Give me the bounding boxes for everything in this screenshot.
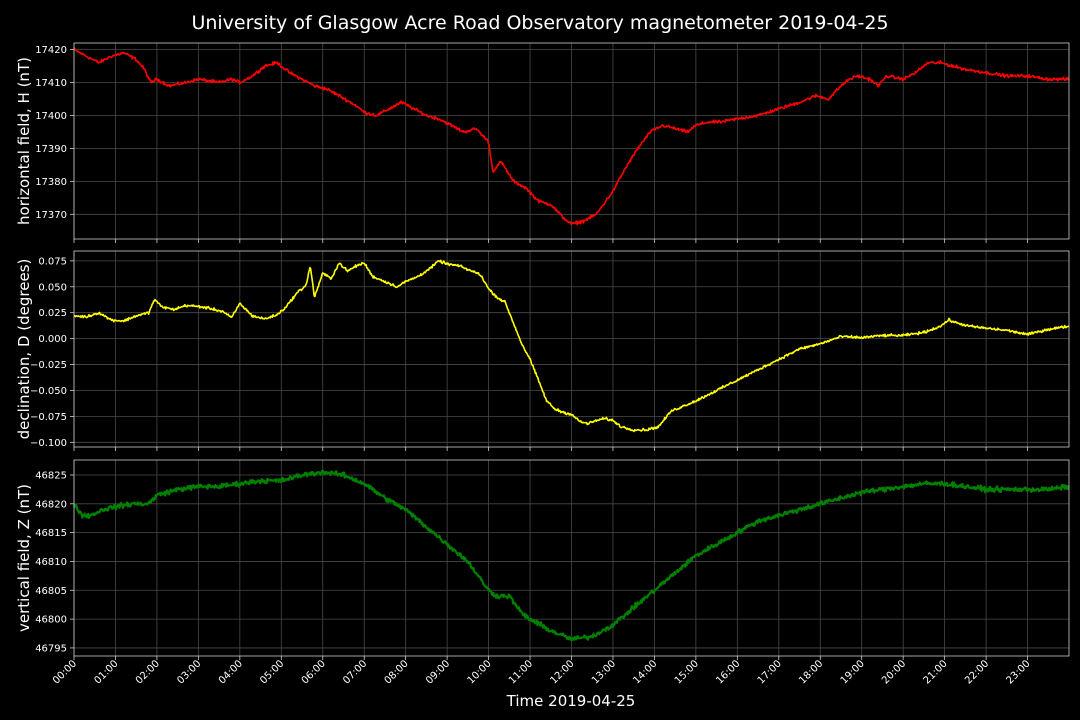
y-tick-label: 0.075 bbox=[38, 256, 67, 267]
series-line-1 bbox=[73, 47, 1070, 226]
y-tick-label: 46805 bbox=[35, 586, 67, 597]
x-axis-label: Time 2019-04-25 bbox=[506, 692, 636, 710]
y-tick-label: 46815 bbox=[35, 528, 67, 539]
y-tick-label: 17390 bbox=[35, 144, 67, 155]
y-tick-label: 0.050 bbox=[38, 282, 67, 293]
panel-3: 46795 46800 46805 46810 46815 46820 46825verti… bbox=[15, 459, 1070, 660]
y-tick-label: 0.025 bbox=[38, 308, 67, 319]
y-tick-label: 17400 bbox=[35, 111, 67, 122]
y-tick-label: 17380 bbox=[35, 177, 67, 188]
y-tick-label: −0.025 bbox=[30, 360, 67, 371]
y-tick-label: 46800 bbox=[35, 615, 67, 626]
y-axis-label: horizontal field, H (nT) bbox=[15, 57, 33, 225]
y-axis-label: declination, D (degrees) bbox=[15, 259, 33, 440]
y-tick-label: 46825 bbox=[35, 470, 67, 481]
panel-frame bbox=[73, 42, 1070, 240]
y-tick-label: −0.075 bbox=[30, 412, 67, 423]
chart-title: University of Glasgow Acre Road Observat… bbox=[191, 12, 888, 34]
panel-frame bbox=[73, 459, 1070, 657]
y-tick-label: 17410 bbox=[35, 78, 67, 89]
y-tick-label: 46795 bbox=[35, 643, 67, 654]
y-tick-label: −0.100 bbox=[30, 438, 67, 449]
y-tick-label: 17420 bbox=[35, 45, 67, 56]
y-tick-label: 46810 bbox=[35, 557, 67, 568]
y-tick-label: 0.000 bbox=[38, 334, 67, 345]
series-line-3 bbox=[72, 469, 1070, 642]
y-axis-label: vertical field, Z (nT) bbox=[15, 484, 33, 632]
y-tick-label: 17370 bbox=[35, 210, 67, 221]
panel-1: 17370 17380 17390 17400 17410 17420horizontal… bbox=[15, 42, 1070, 243]
series-line-2 bbox=[73, 259, 1070, 433]
y-tick-label: −0.050 bbox=[30, 386, 67, 397]
y-tick-label: 46820 bbox=[35, 499, 67, 510]
panel-2: −0.100 −0.075 −0.050 −0.025 0.000 0.025 0.050 0… bbox=[15, 250, 1070, 451]
panel-frame bbox=[73, 250, 1070, 448]
